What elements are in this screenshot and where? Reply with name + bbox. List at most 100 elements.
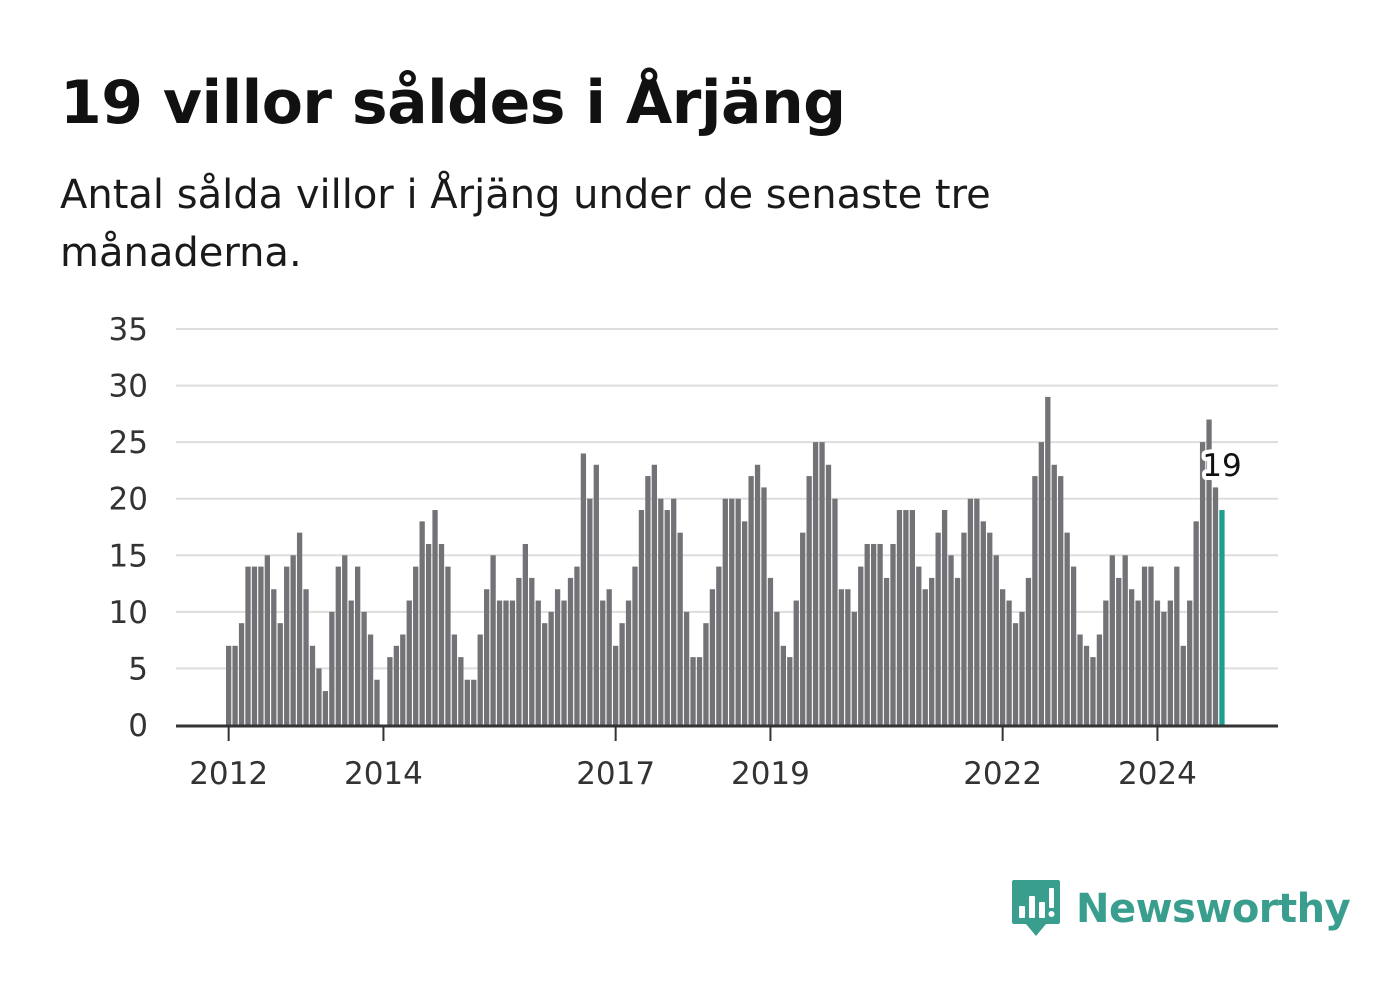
bar (1174, 566, 1180, 725)
bar (948, 555, 954, 725)
bar (329, 611, 335, 725)
bar (496, 600, 503, 725)
bar (548, 611, 554, 725)
bar (232, 645, 238, 725)
bar (490, 555, 496, 725)
bar (941, 510, 948, 725)
bar (709, 589, 716, 725)
x-tick-label: 2019 (731, 756, 810, 792)
bar (529, 577, 535, 725)
bar (761, 487, 767, 725)
x-axis-ticks: 2012 2014 2017 2019 2022 2024 (189, 727, 1197, 792)
bar (1167, 600, 1173, 725)
bar (1103, 600, 1109, 725)
bar (1199, 442, 1206, 725)
bar (1109, 555, 1115, 725)
bar (335, 566, 341, 725)
bar (1161, 611, 1167, 725)
bar (406, 600, 412, 725)
y-tick-label: 5 (128, 651, 148, 687)
bar (1187, 600, 1193, 725)
bar (309, 645, 316, 725)
x-tick-label: 2024 (1118, 756, 1197, 792)
bar (251, 566, 258, 725)
bar (374, 679, 380, 725)
bar (316, 668, 322, 725)
bar (1116, 577, 1122, 725)
bar (342, 555, 348, 725)
chart-title: 19 villor såldes i Årjäng (60, 68, 846, 138)
bar (748, 476, 754, 725)
bar (554, 589, 561, 725)
bar (638, 510, 645, 725)
bar (871, 543, 877, 725)
y-tick-label: 35 (109, 312, 148, 348)
bar (284, 566, 290, 725)
bar (606, 589, 612, 725)
bar (1129, 589, 1135, 725)
bar (1070, 566, 1077, 725)
bar (664, 510, 670, 725)
bar (1058, 476, 1064, 725)
bar (883, 577, 890, 725)
bar (1090, 657, 1096, 725)
bar (451, 634, 458, 725)
bar (303, 589, 309, 725)
bar (677, 532, 683, 725)
bar (729, 498, 735, 725)
bar (774, 611, 780, 725)
bar (1045, 396, 1051, 725)
bar (961, 532, 967, 725)
bar (651, 464, 657, 725)
bar (716, 566, 722, 725)
bar (484, 589, 490, 725)
chart-subtitle: Antal sålda villor i Årjäng under de sen… (60, 172, 991, 276)
bar (1032, 476, 1038, 725)
bar (587, 498, 593, 725)
bar (703, 623, 709, 725)
bar (754, 464, 761, 725)
highlight-label: 19 (1198, 444, 1245, 488)
bar (935, 532, 941, 725)
bar (580, 453, 587, 725)
bar (825, 464, 832, 725)
bar (226, 645, 232, 725)
bar (419, 521, 425, 725)
bar (845, 589, 851, 725)
y-tick-label: 10 (109, 595, 148, 631)
bar (567, 577, 574, 725)
bar (800, 532, 806, 725)
bar (535, 600, 541, 725)
bar (1012, 623, 1019, 725)
bar (1148, 566, 1154, 725)
bar (1083, 645, 1090, 725)
bar (1025, 577, 1032, 725)
bar (742, 521, 748, 725)
y-tick-label: 20 (109, 482, 148, 518)
bar (767, 577, 774, 725)
bar (1077, 634, 1083, 725)
bar (464, 679, 470, 725)
bar (438, 543, 445, 725)
bar (1141, 566, 1148, 725)
bar (1000, 589, 1006, 725)
bar (509, 600, 516, 725)
latest-value-label: 19 (1202, 448, 1241, 484)
bar (922, 589, 928, 725)
bar (658, 498, 664, 725)
bar (574, 566, 580, 725)
x-tick-label: 2017 (576, 756, 655, 792)
brand-name: Newsworthy (1076, 886, 1351, 932)
bar (477, 634, 483, 725)
bar (819, 442, 825, 725)
bars (226, 396, 1225, 725)
bar (1180, 645, 1186, 725)
bar (632, 566, 638, 725)
bar (1206, 419, 1212, 725)
bar (806, 476, 812, 725)
bar (238, 623, 245, 725)
bar (1154, 600, 1161, 725)
bar (735, 498, 741, 725)
bar (903, 510, 909, 725)
bar (471, 679, 477, 725)
